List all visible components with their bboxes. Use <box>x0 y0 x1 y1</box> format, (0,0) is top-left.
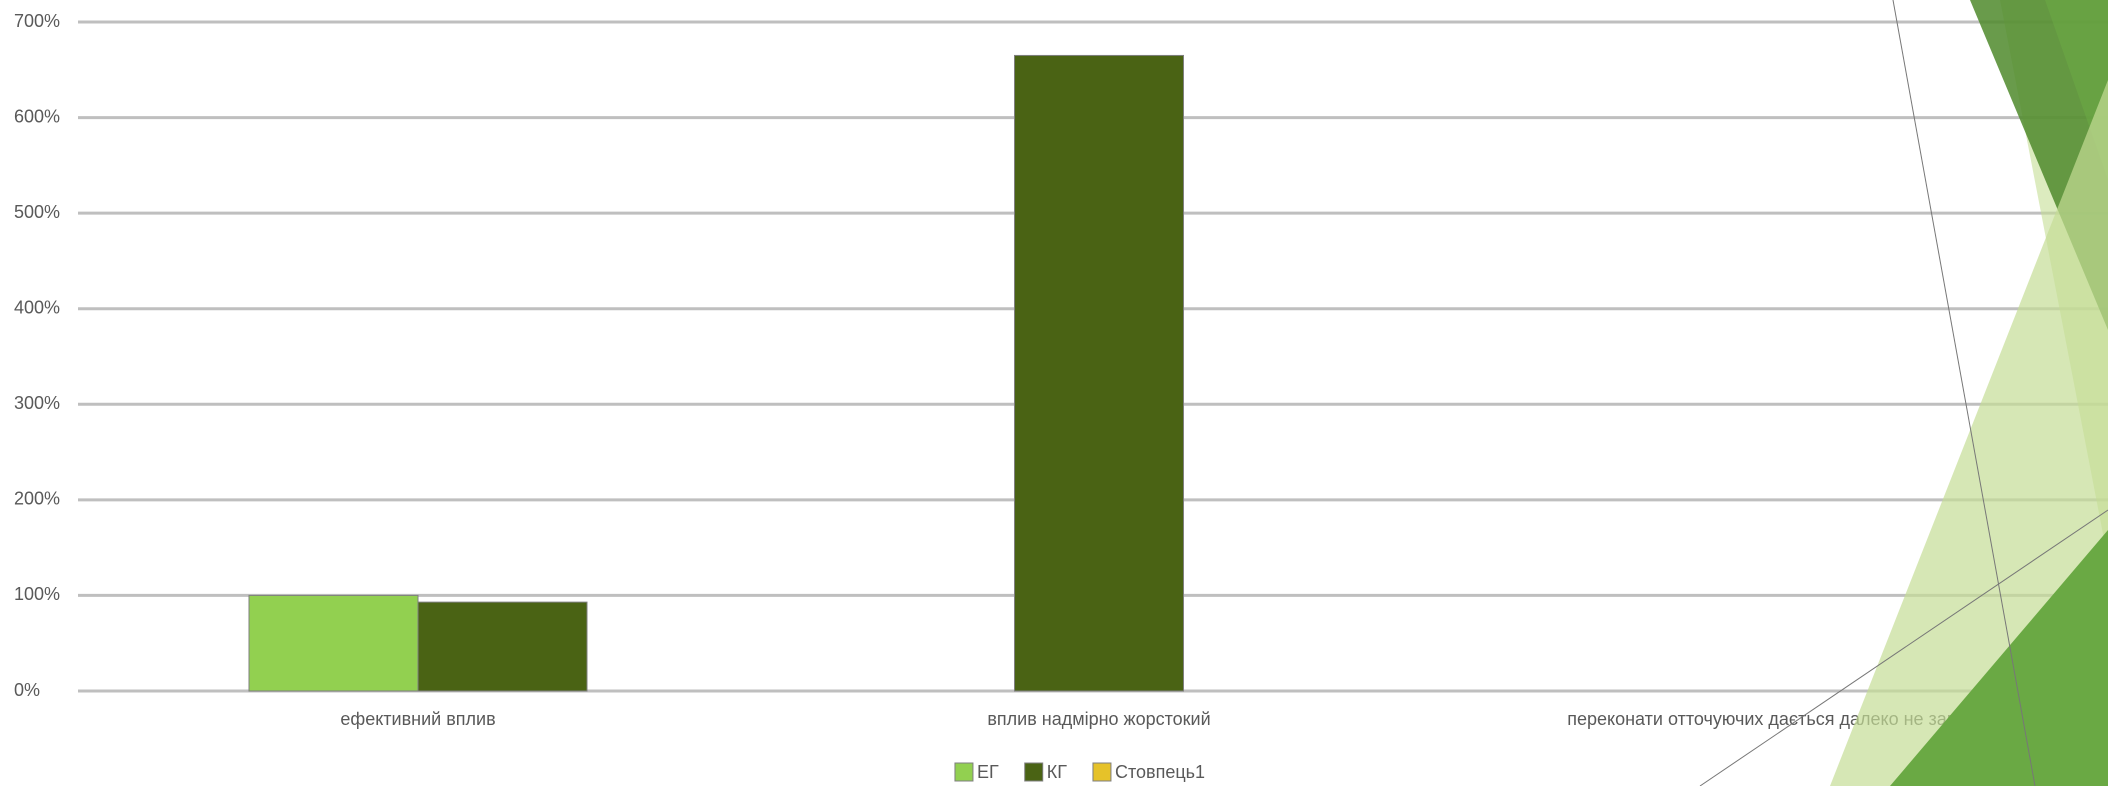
y-tick-label: 600% <box>14 106 60 126</box>
y-tick-label: 100% <box>14 584 60 604</box>
y-tick-label: 0% <box>14 680 40 700</box>
y-tick-label: 700% <box>14 11 60 31</box>
bar <box>1014 54 1184 692</box>
y-tick-label: 500% <box>14 202 60 222</box>
bar <box>248 594 419 692</box>
legend-label: КГ <box>1047 762 1067 782</box>
legend-swatch <box>1024 762 1044 782</box>
y-tick-label: 400% <box>14 297 60 317</box>
bar <box>417 601 588 692</box>
x-tick-label: ефективний вплив <box>340 709 495 729</box>
legend-swatch <box>1092 762 1112 782</box>
x-tick-label: вплив надмірно жорстокий <box>987 709 1210 729</box>
legend: ЕГ КГ Стовпець1 <box>954 762 1205 782</box>
y-tick-label: 300% <box>14 393 60 413</box>
legend-label: Стовпець1 <box>1115 762 1205 782</box>
legend-swatch <box>954 762 974 782</box>
decoration <box>1699 0 2108 786</box>
legend-label: ЕГ <box>977 762 999 782</box>
y-tick-label: 200% <box>14 489 60 509</box>
